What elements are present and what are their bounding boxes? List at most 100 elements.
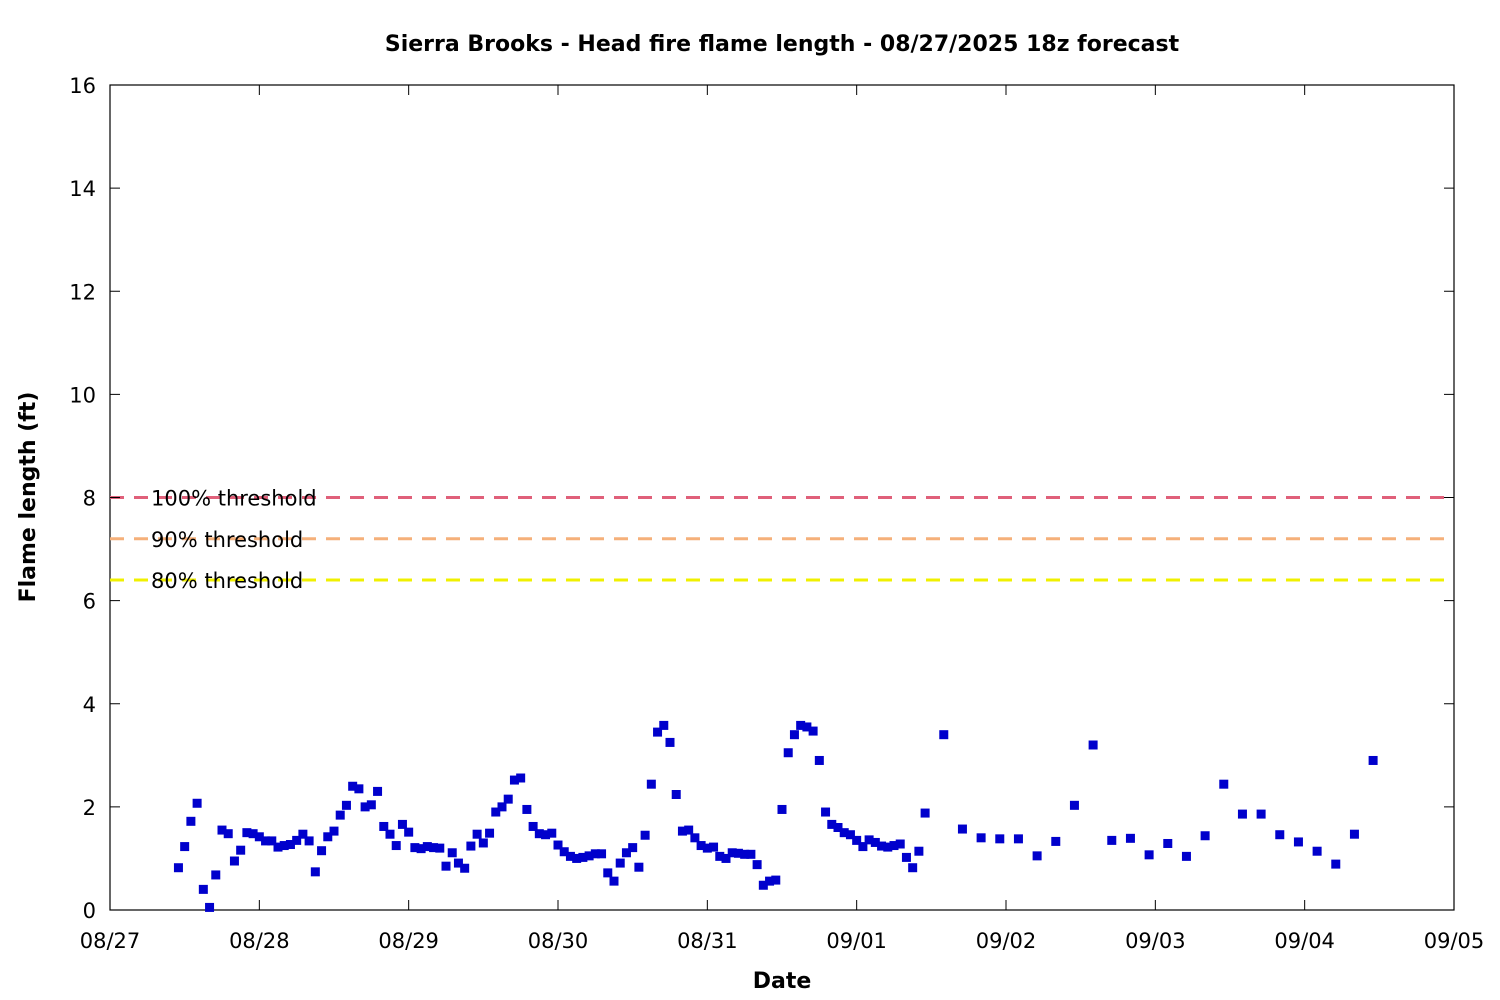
data-point — [1069, 800, 1079, 810]
data-point — [640, 830, 650, 840]
data-point — [1163, 838, 1173, 848]
data-point — [491, 807, 501, 817]
data-point — [329, 826, 339, 836]
data-point — [317, 846, 327, 856]
data-point — [1349, 829, 1359, 839]
data-point — [460, 863, 470, 873]
data-point — [634, 862, 644, 872]
data-point — [920, 808, 930, 818]
data-point — [702, 843, 712, 853]
data-point — [976, 833, 986, 843]
data-point — [671, 790, 681, 799]
data-point — [447, 848, 457, 858]
data-point — [889, 841, 899, 851]
data-point — [404, 827, 414, 837]
data-point — [852, 835, 862, 845]
data-point — [422, 842, 432, 852]
data-point — [827, 819, 837, 829]
data-point — [609, 876, 619, 886]
data-point — [908, 863, 918, 873]
x-tick-label: 09/02 — [976, 929, 1037, 953]
data-point — [603, 868, 613, 878]
y-tick-label: 4 — [83, 693, 96, 717]
data-point — [914, 846, 924, 856]
data-point — [653, 727, 663, 737]
data-point — [646, 779, 656, 789]
x-tick-label: 08/27 — [80, 929, 141, 953]
data-point — [901, 852, 911, 862]
x-tick-label: 08/29 — [378, 929, 439, 953]
data-point — [391, 841, 401, 851]
data-point — [621, 848, 631, 858]
data-point — [453, 858, 463, 868]
data-point — [180, 842, 190, 852]
threshold-label: 80% threshold — [151, 569, 303, 593]
data-point — [522, 804, 532, 814]
data-point — [572, 853, 582, 863]
data-point — [677, 826, 687, 836]
threshold-label: 90% threshold — [151, 528, 303, 552]
data-point — [559, 847, 569, 857]
data-point — [429, 843, 439, 853]
data-point — [877, 841, 887, 851]
data-point — [366, 800, 376, 810]
x-axis-label: Date — [753, 969, 812, 994]
data-point — [248, 829, 258, 839]
y-tick-label: 2 — [83, 796, 96, 820]
data-point — [715, 851, 725, 861]
data-point — [746, 849, 756, 859]
x-tick-label: 08/30 — [528, 929, 589, 953]
data-point — [1088, 740, 1098, 750]
data-point — [796, 720, 806, 730]
data-point — [597, 849, 607, 859]
data-point — [304, 836, 314, 846]
data-point — [310, 867, 320, 877]
data-point — [254, 832, 264, 842]
data-point — [628, 843, 638, 853]
data-point — [360, 802, 370, 812]
data-point — [845, 830, 855, 840]
data-point — [1013, 834, 1023, 844]
data-point — [1331, 859, 1341, 869]
data-point — [1200, 831, 1210, 841]
data-point — [721, 853, 731, 863]
data-point — [1125, 833, 1135, 843]
data-point — [1237, 809, 1247, 819]
data-point — [261, 836, 271, 846]
x-axis: 08/27 08/28 08/29 08/30 08/31 09/01 09/02 09/03… — [80, 85, 1484, 953]
x-tick-label: 08/28 — [229, 929, 290, 953]
data-point — [205, 902, 215, 912]
chart-title: Sierra Brooks - Head fire flame length -… — [385, 32, 1180, 57]
y-tick-label: 12 — [69, 280, 96, 304]
data-point — [1107, 835, 1117, 845]
data-point — [211, 870, 221, 880]
data-point — [883, 842, 893, 852]
data-point — [373, 786, 383, 796]
data-point — [821, 807, 831, 817]
data-point — [273, 842, 283, 852]
data-point — [354, 784, 364, 794]
data-points — [173, 720, 1378, 912]
data-point — [690, 833, 700, 843]
data-point — [659, 720, 669, 730]
data-point — [323, 832, 333, 842]
data-point — [696, 841, 706, 851]
y-tick-label: 16 — [69, 74, 96, 98]
data-point — [1032, 851, 1042, 861]
data-point — [497, 802, 507, 812]
data-point — [895, 839, 905, 849]
data-point — [870, 837, 880, 847]
x-tick-label: 08/31 — [677, 929, 738, 953]
data-point — [1312, 846, 1322, 856]
data-point — [379, 821, 389, 831]
data-point — [864, 835, 874, 845]
x-tick-label: 09/04 — [1274, 929, 1335, 953]
data-point — [279, 841, 289, 851]
data-point — [709, 842, 719, 852]
data-point — [995, 834, 1005, 844]
data-point — [534, 829, 544, 839]
data-point — [192, 798, 202, 808]
data-point — [466, 841, 476, 851]
data-point — [292, 835, 302, 845]
